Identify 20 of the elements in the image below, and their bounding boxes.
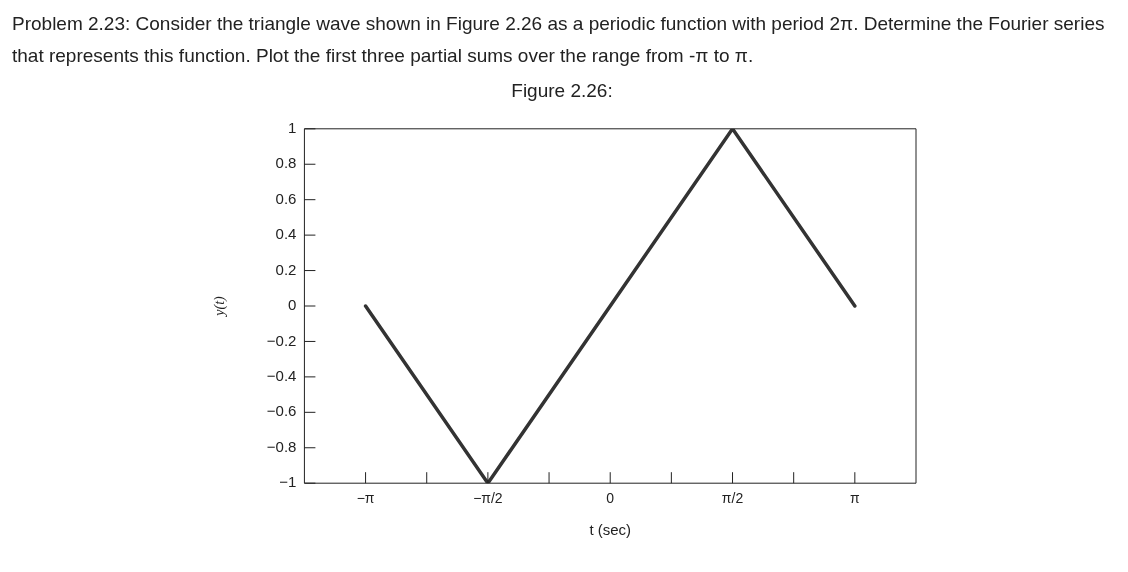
y-axis-title: y(t) — [212, 295, 229, 318]
x-axis-title: t (sec) — [589, 521, 632, 539]
y-tick-label: −0.8 — [266, 437, 297, 455]
chart-title: Figure 2.26: — [511, 79, 613, 101]
x-tick-label: −π/2 — [473, 490, 503, 507]
y-tick-label: 0 — [288, 296, 297, 314]
y-tick-label: 0.2 — [275, 260, 297, 278]
x-tick-label: −π — [356, 490, 375, 507]
y-tick-label: 0.4 — [275, 225, 297, 243]
x-tick-label: π — [850, 490, 861, 507]
y-tick-label: −0.4 — [266, 367, 297, 385]
y-tick-label: −0.2 — [266, 331, 297, 349]
x-tick-label: π/2 — [721, 490, 744, 507]
y-tick-label: −0.6 — [266, 402, 297, 420]
text: Problem 2.23: Consider the triangle wave shown in Figure 2.26 as a periodic function with period 2π. Determine the Fourier series that represents this function. Plot the first three partial sums over the range from -π to π. — [12, 12, 1106, 68]
y-tick-label: 0.6 — [275, 189, 297, 207]
y-tick-label: −1 — [279, 473, 297, 491]
x-tick-label: 0 — [606, 490, 615, 507]
y-tick-label: 1 — [288, 118, 297, 136]
y-tick-label: 0.8 — [275, 154, 297, 172]
